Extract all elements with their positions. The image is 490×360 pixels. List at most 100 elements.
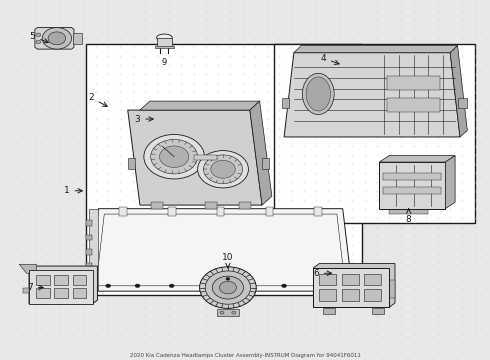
Polygon shape <box>314 264 395 307</box>
Circle shape <box>197 150 248 188</box>
Polygon shape <box>157 38 172 46</box>
Ellipse shape <box>302 73 334 114</box>
Bar <box>23 288 29 293</box>
Circle shape <box>169 284 174 288</box>
Circle shape <box>232 311 236 314</box>
Bar <box>36 275 50 285</box>
Circle shape <box>211 160 235 178</box>
Polygon shape <box>29 270 93 304</box>
Bar <box>387 76 441 90</box>
Text: 2: 2 <box>88 93 107 107</box>
Bar <box>266 207 273 216</box>
Bar <box>315 207 322 216</box>
Bar <box>54 275 68 285</box>
Circle shape <box>135 284 140 288</box>
Text: 1: 1 <box>64 186 82 195</box>
Polygon shape <box>284 53 460 137</box>
Text: 7: 7 <box>27 283 43 292</box>
Bar <box>383 173 441 180</box>
Bar <box>86 278 92 283</box>
Polygon shape <box>19 264 36 273</box>
Polygon shape <box>128 158 135 169</box>
Polygon shape <box>379 162 445 209</box>
Polygon shape <box>445 156 455 209</box>
Bar <box>36 288 50 298</box>
Bar <box>86 44 362 295</box>
Text: 9: 9 <box>162 58 167 67</box>
Circle shape <box>203 155 243 184</box>
Circle shape <box>48 32 66 45</box>
Bar <box>86 249 92 255</box>
Circle shape <box>220 282 236 294</box>
Polygon shape <box>372 308 384 315</box>
Bar <box>342 274 359 285</box>
Circle shape <box>144 134 204 179</box>
Polygon shape <box>155 46 174 48</box>
Text: 3: 3 <box>135 114 153 123</box>
Ellipse shape <box>306 77 331 111</box>
Polygon shape <box>217 309 239 316</box>
Bar <box>389 208 428 214</box>
Bar <box>342 289 359 301</box>
Bar <box>151 202 163 209</box>
Text: 5: 5 <box>29 32 49 43</box>
Bar <box>73 288 86 298</box>
Polygon shape <box>262 158 270 169</box>
Circle shape <box>36 40 41 44</box>
Circle shape <box>205 271 250 304</box>
Bar <box>458 98 467 108</box>
Bar <box>86 263 92 269</box>
Polygon shape <box>323 308 335 315</box>
Circle shape <box>203 284 208 288</box>
Bar <box>168 207 175 216</box>
Bar <box>86 220 92 226</box>
Bar <box>205 202 217 209</box>
Polygon shape <box>89 209 352 291</box>
Bar <box>383 187 441 194</box>
Text: 6: 6 <box>313 269 332 278</box>
Bar <box>54 288 68 298</box>
Circle shape <box>282 284 287 288</box>
Bar <box>387 98 441 112</box>
Bar <box>274 44 475 223</box>
Ellipse shape <box>157 34 172 41</box>
Text: 10: 10 <box>222 253 234 268</box>
Bar <box>73 275 86 285</box>
Bar <box>194 154 217 160</box>
Bar <box>239 202 251 209</box>
Bar <box>319 289 336 301</box>
Circle shape <box>151 139 197 174</box>
Circle shape <box>243 284 247 288</box>
Polygon shape <box>140 101 260 110</box>
Bar <box>217 207 224 216</box>
Polygon shape <box>250 101 272 205</box>
Bar <box>86 234 92 240</box>
Polygon shape <box>29 266 98 304</box>
Bar <box>319 274 336 285</box>
Polygon shape <box>450 45 467 137</box>
Polygon shape <box>89 209 98 291</box>
Text: 2020 Kia Cadenza Headlamps Cluster Assembly-INSTRUM Diagram for 94041F6011: 2020 Kia Cadenza Headlamps Cluster Assem… <box>129 352 361 357</box>
Bar <box>119 207 127 216</box>
Circle shape <box>36 33 41 37</box>
Circle shape <box>226 278 230 280</box>
Text: 4: 4 <box>320 54 339 64</box>
Polygon shape <box>35 28 74 49</box>
Polygon shape <box>128 110 262 205</box>
Circle shape <box>42 28 72 49</box>
Circle shape <box>212 276 244 299</box>
Circle shape <box>159 146 189 167</box>
Circle shape <box>106 284 111 288</box>
Bar <box>389 280 395 298</box>
Bar <box>364 274 381 285</box>
Circle shape <box>220 311 224 314</box>
Bar <box>282 98 289 108</box>
Circle shape <box>316 284 321 288</box>
Polygon shape <box>314 268 389 307</box>
Bar <box>73 33 82 44</box>
Polygon shape <box>379 156 455 162</box>
Circle shape <box>199 267 256 309</box>
Text: 8: 8 <box>406 209 412 224</box>
Bar <box>364 289 381 301</box>
Polygon shape <box>294 45 458 53</box>
